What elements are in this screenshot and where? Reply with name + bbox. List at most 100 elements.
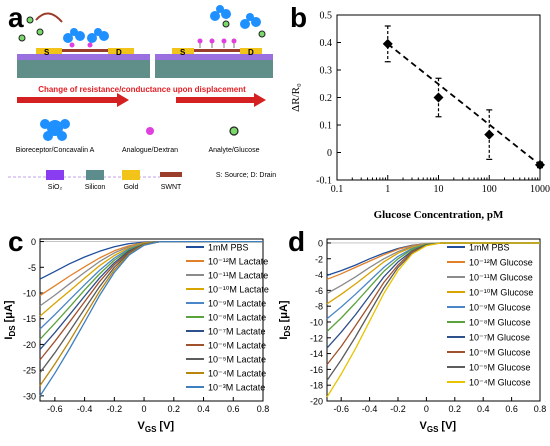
species-legend: Bioreceptor/Concavalin A Analogue/Dextra… (16, 119, 260, 154)
y-axis-label-sub: DS (283, 325, 292, 337)
y-tick-label: -5 (28, 263, 36, 273)
bioreceptor-icon (63, 28, 109, 43)
device-after: S D (155, 5, 273, 78)
legend-entry: 10⁻⁶M Lactate (208, 341, 266, 351)
displacement-caption: Change of resistance/conductance upon di… (38, 85, 246, 94)
silicon-layer (155, 60, 273, 78)
x-axis-label: VGS [V] (138, 420, 175, 434)
x-tick-label: 0.4 (197, 404, 210, 414)
drain-label: D (116, 48, 122, 57)
legend-entry: 10⁻¹²M Lactate (208, 257, 268, 267)
legend-entry: 1mM PBS (208, 243, 249, 253)
legend-sio2-label: SiO₂ (48, 184, 63, 191)
x-axis-label-unit: [V] (159, 420, 174, 432)
x-tick-label: -0.2 (107, 404, 123, 414)
drain-label: D (248, 48, 254, 57)
y-axis-label: ΔR/R₀ (290, 83, 302, 112)
swnt-channel (62, 49, 108, 52)
panel-letter-d: d (288, 226, 306, 257)
x-tick-label: 0 (142, 404, 147, 414)
panel-d-chart: 0 -2 -4 -6 -8 -10 -12 -14 -16 -18 -20 -0.6 -0.4 -0.2 0… (278, 238, 546, 434)
glucose-icon (36, 28, 44, 36)
y-tick-label: -16 (310, 365, 323, 375)
y-axis-label-sub: DS (8, 325, 17, 337)
drain-electrode (240, 48, 262, 54)
panel-letter-b: b (290, 2, 308, 33)
source-label: S (180, 48, 186, 57)
silicon-layer (17, 60, 150, 78)
panel-letter-a: a (8, 2, 24, 33)
source-electrode (36, 48, 62, 54)
y-tick-label: 0 (318, 238, 323, 248)
legend-entry: 10⁻⁸M Lactate (208, 313, 266, 323)
y-axis-label: IDS[μA] (278, 300, 292, 340)
glucose-icon (26, 16, 34, 24)
source-electrode (172, 48, 194, 54)
x-tick-label: 0.2 (168, 404, 181, 414)
y-axis-label-unit: [μA] (278, 300, 290, 322)
swnt-channel (194, 49, 240, 52)
legend-bioreceptor-label: Bioreceptor/Concavalin A (16, 147, 95, 154)
x-axis-label: VGS [V] (420, 420, 457, 434)
legend-entry: 10⁻⁹M Lactate (208, 299, 266, 309)
x-tick-label: -0.2 (390, 404, 406, 414)
legend-analyte-label: Analyte/Glucose (209, 147, 260, 154)
silicon-swatch (86, 170, 104, 180)
x-tick-label: 0.8 (257, 404, 270, 414)
x-axis-label-unit: [V] (441, 420, 456, 432)
x-tick-label: -0.6 (47, 404, 63, 414)
x-tick-label: 0.6 (505, 404, 518, 414)
y-tick-label: -10 (310, 317, 323, 327)
y-tick-label: -10 (23, 289, 36, 299)
y-tick-label: -4 (315, 270, 323, 280)
analogue-icon (69, 42, 75, 48)
panel-c-chart: 0 -5 -10 -15 -20 -25 -30 -0.6 -0.4 -0.2 0 0.2 0.4 0.6… (3, 237, 270, 434)
y-tick-label: -15 (23, 314, 36, 324)
analogue-stalks (197, 38, 237, 48)
x-tick-label: 0 (424, 404, 429, 414)
x-tick-label: 1000 (530, 184, 550, 195)
legend-gold-label: Gold (124, 184, 139, 191)
legend-entry: 10⁻⁸M Glucose (469, 318, 531, 328)
y-tick-label: -25 (23, 366, 36, 376)
x-tick-label: 1 (385, 184, 390, 195)
oxide-layer (155, 54, 273, 60)
oxide-layer (17, 54, 150, 60)
x-tick-label: 0.6 (227, 404, 240, 414)
panel-a-schematic: S D S D (8, 5, 276, 191)
y-tick-label: 0.2 (320, 93, 333, 104)
x-tick-label: -0.4 (77, 404, 93, 414)
x-axis-label-sub: GS (427, 425, 439, 434)
curved-arrow-icon (35, 12, 63, 23)
y-tick-label: -8 (315, 302, 323, 312)
glucose-icon (222, 20, 230, 28)
y-axis-label: IDS[μA] (3, 300, 17, 340)
legend-entry: 10⁻⁶M Glucose (469, 348, 530, 358)
x-tick-label: 0.4 (477, 404, 490, 414)
trendline (387, 43, 541, 166)
y-tick-label: 0 (327, 148, 332, 159)
legend-entry: 10⁻¹⁰M Lactate (208, 285, 269, 295)
legend-entry: 10⁻¹¹M Glucose (469, 273, 533, 283)
panel-letter-c: c (8, 226, 24, 257)
ring-icon (229, 126, 239, 136)
glucose-icon (258, 30, 266, 38)
sio2-swatch (46, 170, 64, 180)
y-tick-label: -12 (310, 333, 323, 343)
circle-icon (146, 127, 154, 135)
plot-frame (39, 238, 264, 402)
legend-swnt-label: SWNT (161, 184, 182, 191)
legend-entry: 10⁻⁴M Glucose (469, 378, 531, 388)
series-line (326, 242, 540, 398)
source-label: S (44, 48, 50, 57)
x-tick-label: 100 (482, 184, 497, 195)
y-tick-label: -0.1 (316, 176, 332, 187)
panel-b-chart: -0.1 0 0.1 0.2 0.3 0.4 0.5 0.1 1 10 100 1000 Glucose… (290, 11, 550, 222)
y-tick-label: -6 (315, 286, 323, 296)
legend-entry: 1mM PBS (469, 243, 510, 253)
x-axis-label: Glucose Concentration, pM (374, 209, 504, 221)
x-axis-label-sub: GS (145, 425, 157, 434)
y-tick-label: -18 (310, 381, 323, 391)
legend-entry: 10⁻⁵M Glucose (469, 363, 531, 373)
x-tick-label: 0.2 (449, 404, 462, 414)
